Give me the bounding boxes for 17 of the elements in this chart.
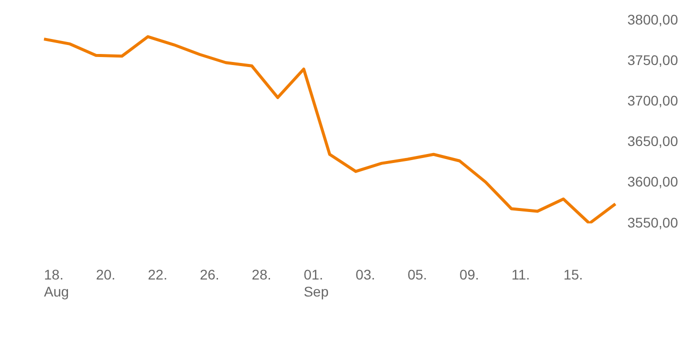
x-tick-label: 11. (512, 266, 530, 283)
y-tick-label: 3800,00 (627, 11, 678, 28)
y-tick-label: 3750,00 (627, 52, 678, 68)
y-tick-label: 3700,00 (627, 92, 678, 108)
x-tick-label: 20. (96, 266, 116, 283)
x-tick-label: 05. (408, 266, 428, 283)
y-tick-label: 3650,00 (627, 133, 678, 150)
x-tick-label: 03. (356, 266, 376, 283)
x-tick-label: 15. (563, 266, 583, 283)
x-tick-label: 18. Aug (44, 266, 69, 300)
y-tick-label: 3600,00 (627, 174, 678, 190)
x-tick-label: 26. (200, 266, 220, 283)
x-tick-label: 28. (252, 266, 272, 283)
x-tick-label: 01. Sep (304, 266, 329, 300)
x-tick-label: 09. (460, 266, 480, 283)
x-tick-label: 22. (148, 266, 168, 283)
y-tick-label: 3550,00 (627, 214, 678, 230)
